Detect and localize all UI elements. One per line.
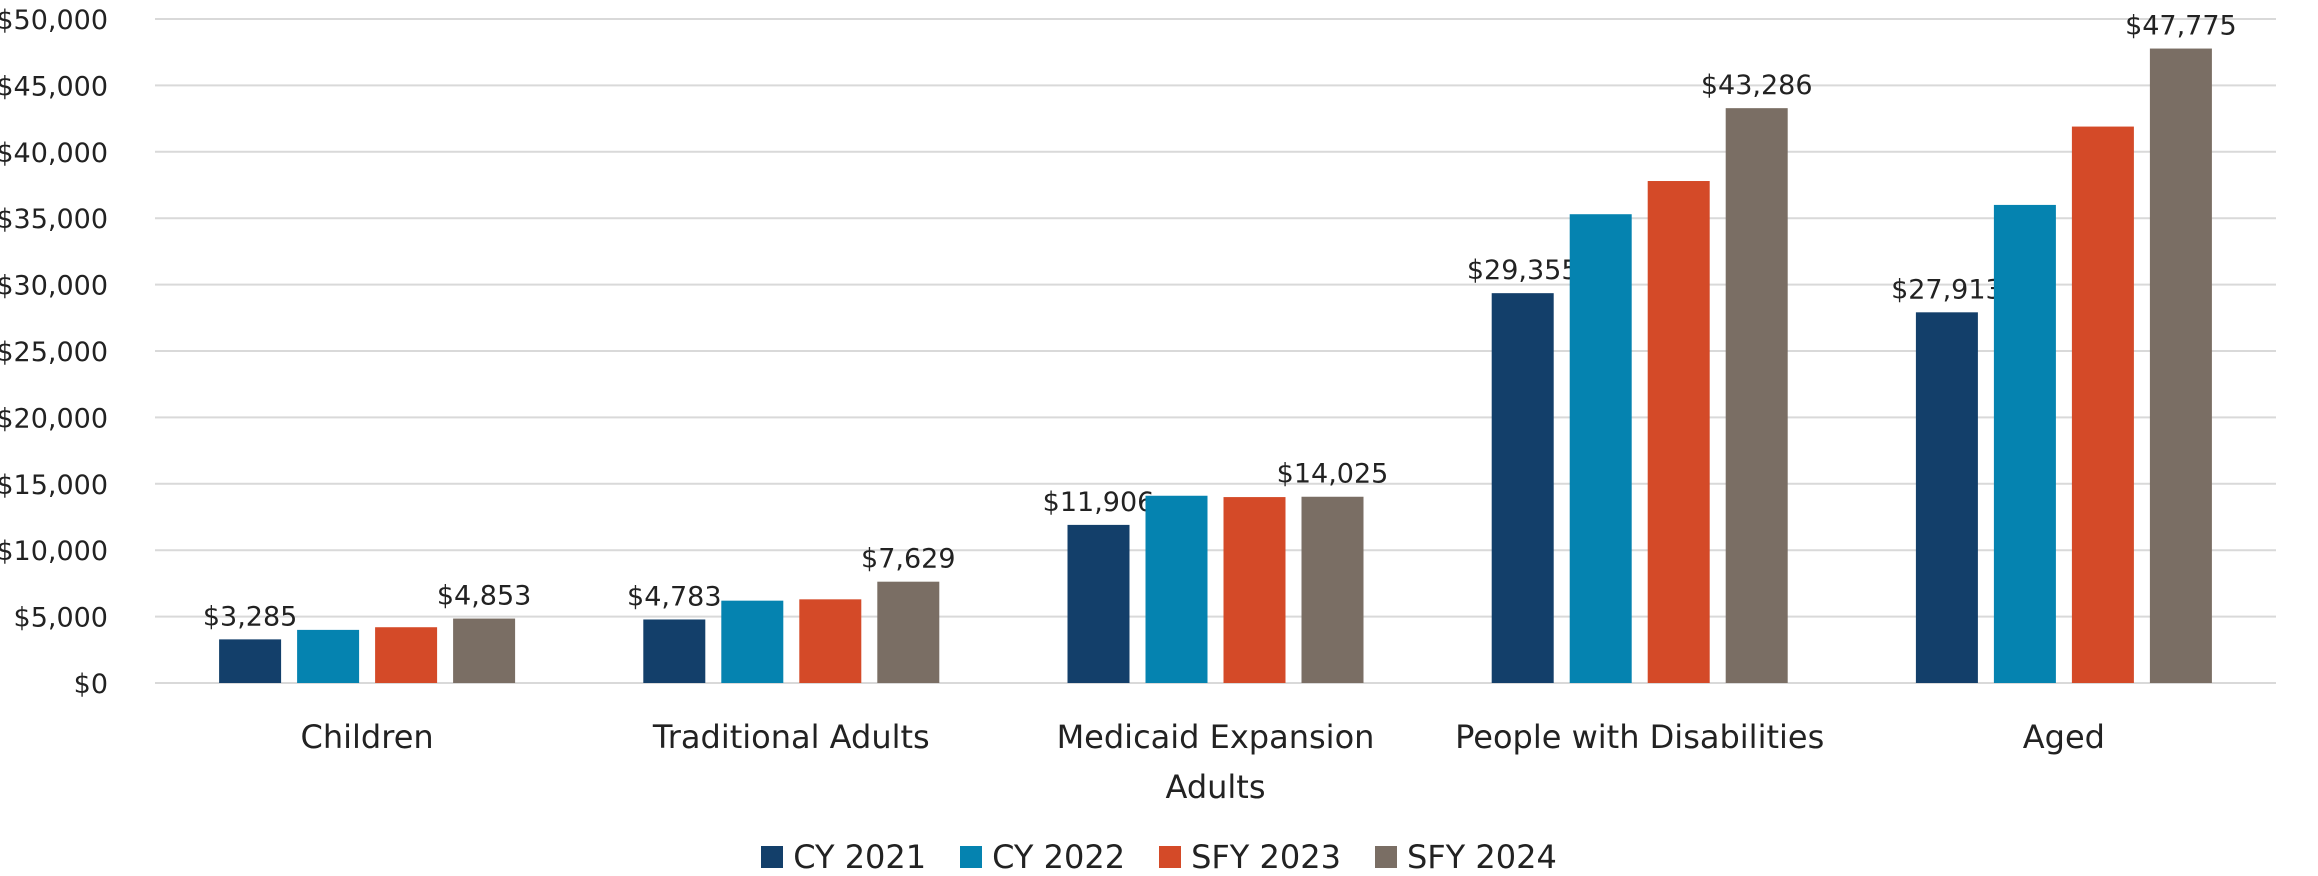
y-tick-label: $5,000 [14,603,108,634]
y-tick-label: $45,000 [0,71,108,102]
data-label: $43,286 [1701,70,1813,101]
legend-item: SFY 2023 [1159,838,1341,876]
legend-swatch [1159,846,1182,868]
bar [2149,48,2212,684]
bar [1647,181,1710,684]
y-tick-label: $20,000 [0,403,108,434]
bar [1145,495,1208,683]
legend-swatch [1374,846,1397,868]
data-label: $7,629 [861,544,955,575]
legend-label: SFY 2024 [1406,838,1557,876]
bar [1223,497,1286,683]
legend-item: SFY 2024 [1374,838,1557,876]
data-label: $3,285 [203,601,297,632]
y-tick-label: $35,000 [0,204,108,235]
legend-label: SFY 2023 [1191,838,1341,876]
y-tick-label: $25,000 [0,337,108,368]
bar [1569,214,1632,683]
bar [1301,496,1364,683]
bar [219,639,282,683]
bar [1067,524,1130,683]
x-tick-label: Aged [2022,718,2105,756]
data-label: $11,906 [1043,487,1155,518]
x-tick-label: Children [300,718,434,756]
bar [1993,204,2056,684]
legend-swatch [761,846,784,868]
legend-label: CY 2021 [793,838,927,876]
data-label: $14,025 [1277,459,1389,490]
bar [721,600,784,683]
bar [1725,108,1788,683]
bar [799,599,862,683]
y-tick-label: $40,000 [0,138,108,169]
data-label: $4,853 [437,581,531,612]
legend-item: CY 2022 [960,838,1125,876]
y-tick-label: $50,000 [0,5,108,36]
bar [297,629,360,683]
data-label: $4,783 [627,581,721,612]
x-tick-label: Medicaid Expansion Adults [1056,718,1375,806]
y-tick-label: $30,000 [0,271,108,302]
bar [1491,293,1554,683]
bar [375,627,438,683]
bar [1915,312,1978,683]
y-tick-label: $10,000 [0,536,108,567]
data-label: $47,775 [2125,11,2237,42]
legend: CY 2021 CY 2022 SFY 2023 SFY 2024 [0,838,2318,876]
y-tick-label: $0 [74,669,108,700]
y-tick-label: $15,000 [0,470,108,501]
bar [643,619,706,683]
data-label: $29,355 [1467,255,1579,286]
bar [2071,126,2134,684]
data-label: $27,913 [1891,274,2003,305]
legend-label: CY 2022 [992,838,1126,876]
x-tick-label: Traditional Adults [652,718,930,756]
x-tick-label: People with Disabilities [1455,718,1825,756]
bar [453,618,516,683]
legend-item: CY 2021 [761,838,926,876]
bar [877,581,940,683]
legend-swatch [960,846,983,868]
